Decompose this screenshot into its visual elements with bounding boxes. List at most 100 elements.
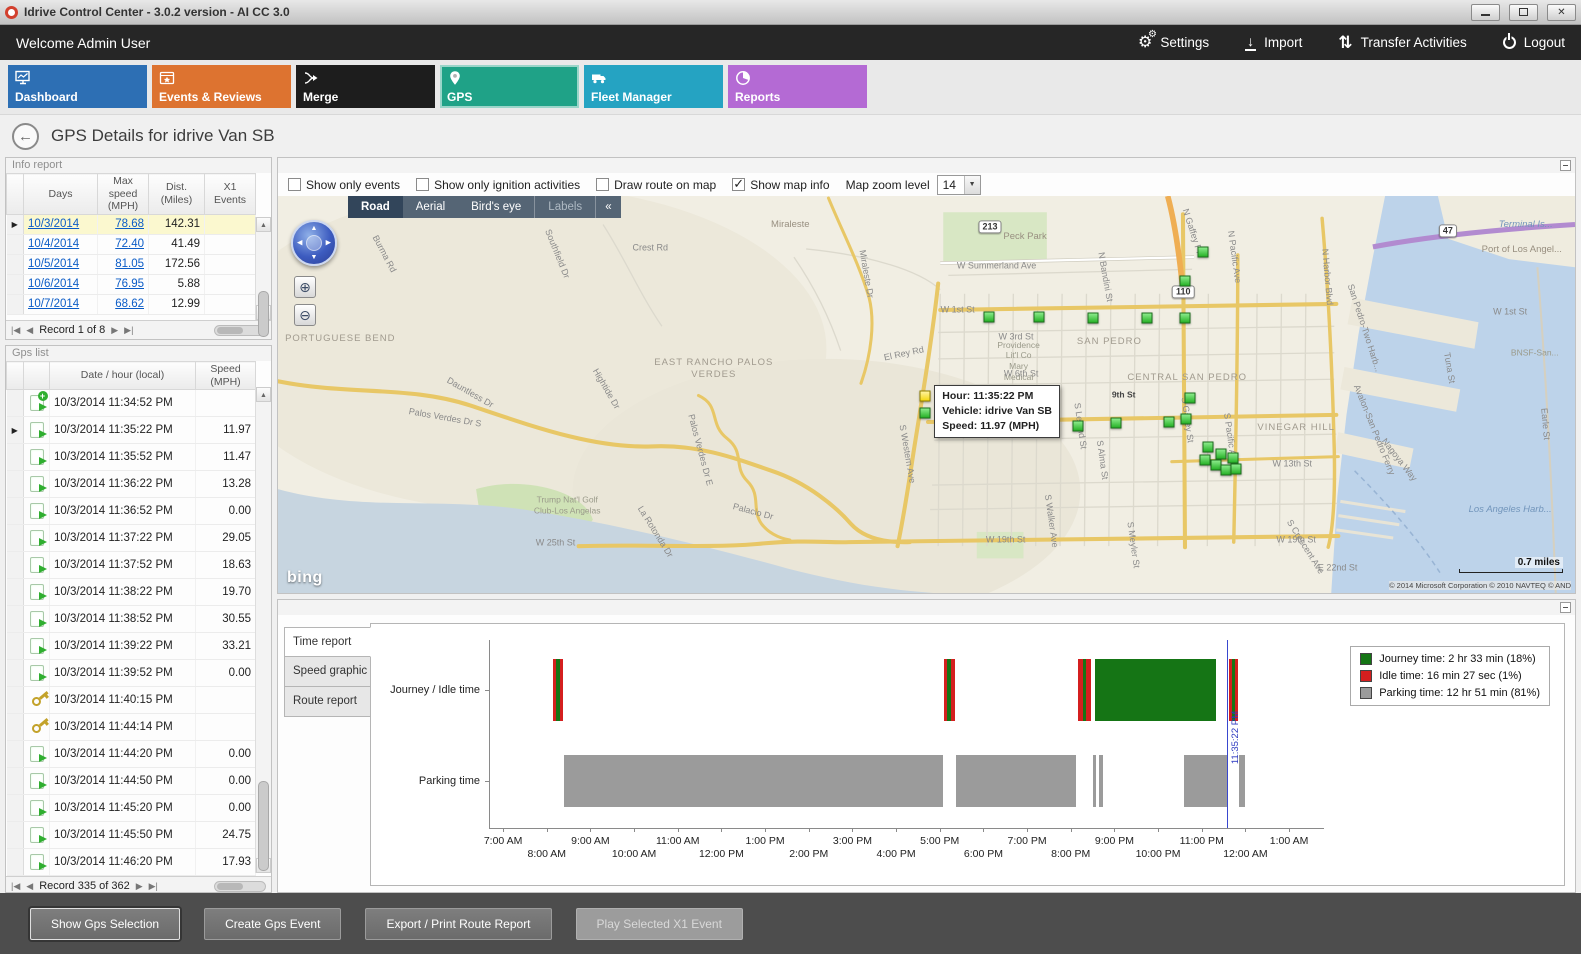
gps-list-row[interactable]: 10/3/2014 11:45:20 PM 0.00 xyxy=(6,794,256,823)
info-column-header[interactable]: X1 Events xyxy=(204,173,256,215)
gps-column-header[interactable]: Speed (MPH) xyxy=(195,360,256,391)
gps-marker[interactable] xyxy=(1033,311,1045,323)
gps-marker[interactable] xyxy=(1227,452,1239,464)
chart-collapse-button[interactable] xyxy=(1560,602,1571,613)
gps-marker[interactable] xyxy=(1072,420,1084,432)
pager-last-button[interactable]: ▶| xyxy=(124,324,134,335)
chart-tab-route-report[interactable]: Route report xyxy=(284,687,371,717)
gps-list-row[interactable]: 10/3/2014 11:39:22 PM 33.21 xyxy=(6,632,256,661)
gps-marker[interactable] xyxy=(1141,312,1153,324)
create-gps-event-button[interactable]: Create Gps Event xyxy=(204,907,342,940)
max-speed-link[interactable]: 78.68 xyxy=(115,218,144,231)
scroll-up-icon[interactable]: ▲ xyxy=(256,387,271,402)
max-speed-link[interactable]: 72.40 xyxy=(115,238,144,251)
gps-marker[interactable] xyxy=(1110,417,1122,429)
gps-marker[interactable] xyxy=(1197,246,1209,258)
map-collapse-button[interactable] xyxy=(1560,160,1571,171)
gps-marker[interactable] xyxy=(1179,312,1191,324)
module-tab-reports[interactable]: Reports xyxy=(728,65,867,108)
pager-first-button[interactable]: |◀ xyxy=(11,880,21,891)
gps-marker[interactable] xyxy=(1210,459,1222,471)
info-report-row[interactable]: 10/4/2014 72.40 41.49 xyxy=(6,234,256,255)
checkbox-show-only-events[interactable]: Show only events xyxy=(288,178,400,192)
pager-next-button[interactable]: ▶ xyxy=(135,880,143,891)
map-view-aerial[interactable]: Aerial xyxy=(415,201,446,213)
map-view-bird-s-eye[interactable]: Bird's eye xyxy=(471,201,522,213)
chart-tab-time-report[interactable]: Time report xyxy=(284,627,371,657)
gps-list-row[interactable]: 10/3/2014 11:36:52 PM 0.00 xyxy=(6,497,256,526)
pager-prev-button[interactable]: ◀ xyxy=(26,880,34,891)
day-link[interactable]: 10/4/2014 xyxy=(28,238,80,251)
map-zoom-in-button[interactable]: ⊕ xyxy=(294,276,316,298)
max-speed-link[interactable]: 76.95 xyxy=(115,278,144,291)
day-link[interactable]: 10/6/2014 xyxy=(28,278,80,291)
gps-list-scrollbar[interactable]: ▲ ▼ xyxy=(255,387,271,873)
gps-list-row[interactable]: ▶ 10/3/2014 11:35:22 PM 11.97 xyxy=(6,416,256,445)
max-speed-link[interactable]: 81.05 xyxy=(115,258,144,271)
gps-list-row[interactable]: 10/3/2014 11:45:50 PM 24.75 xyxy=(6,821,256,850)
gps-list-row[interactable]: 10/3/2014 11:44:50 PM 0.00 xyxy=(6,767,256,796)
day-link[interactable]: 10/5/2014 xyxy=(28,258,80,271)
info-column-header[interactable]: Dist. (Miles) xyxy=(148,173,205,215)
pager-first-button[interactable]: |◀ xyxy=(11,324,21,335)
checkbox-show-only-ignition-activities[interactable]: Show only ignition activities xyxy=(416,178,580,192)
gps-list-row[interactable]: 10/3/2014 11:46:20 PM 17.93 xyxy=(6,848,256,877)
gps-marker[interactable] xyxy=(1184,392,1196,404)
scroll-thumb[interactable] xyxy=(258,291,269,337)
info-report-row[interactable]: 10/5/2014 81.05 172.56 xyxy=(6,254,256,275)
transfer-activities-button[interactable]: ⇅ Transfer Activities xyxy=(1338,34,1466,51)
settings-button[interactable]: ⚙ ⚙ Settings xyxy=(1138,29,1209,51)
day-link[interactable]: 10/3/2014 xyxy=(28,218,80,231)
gps-list-row[interactable]: 10/3/2014 11:40:15 PM xyxy=(6,686,256,715)
close-button[interactable]: ✕ xyxy=(1547,3,1576,21)
import-button[interactable]: ↓ Import xyxy=(1245,34,1302,51)
gps-list-row[interactable]: 10/3/2014 11:44:20 PM 0.00 xyxy=(6,740,256,769)
info-report-row[interactable]: 10/7/2014 68.62 12.99 xyxy=(6,294,256,315)
maximize-button[interactable] xyxy=(1509,3,1538,21)
module-tab-merge[interactable]: Merge xyxy=(296,65,435,108)
gps-marker[interactable] xyxy=(1202,441,1214,452)
scroll-thumb[interactable] xyxy=(258,781,269,871)
gps-list-row[interactable]: 10/3/2014 11:37:52 PM 18.63 xyxy=(6,551,256,580)
gps-marker[interactable] xyxy=(919,407,931,419)
info-report-scrollbar[interactable]: ▲ ▼ xyxy=(255,217,271,337)
gps-marker[interactable] xyxy=(1230,463,1242,475)
gps-column-header[interactable]: Date / hour (local) xyxy=(49,360,196,391)
module-tab-events[interactable]: Events & Reviews xyxy=(152,65,291,108)
gps-marker[interactable] xyxy=(1199,454,1211,466)
map-compass-control[interactable]: ▲ ▼ ◀ ▶ xyxy=(291,220,337,266)
gps-marker[interactable] xyxy=(983,311,995,323)
pager-prev-button[interactable]: ◀ xyxy=(26,324,34,335)
gps-list-row[interactable]: 10/3/2014 11:39:52 PM 0.00 xyxy=(6,659,256,688)
minimize-button[interactable] xyxy=(1471,3,1500,21)
scroll-up-icon[interactable]: ▲ xyxy=(256,217,271,232)
module-tab-gps[interactable]: GPS xyxy=(440,65,579,108)
info-report-row[interactable]: ▶ 10/3/2014 78.68 142.31 xyxy=(6,214,256,235)
max-speed-link[interactable]: 68.62 xyxy=(115,298,144,311)
map-canvas[interactable]: Miraleste Peck Park W Summerland Ave Crest … xyxy=(278,196,1575,593)
checkbox-show-map-info[interactable]: Show map info xyxy=(732,176,830,192)
gps-list-row[interactable]: 10/3/2014 11:36:22 PM 13.28 xyxy=(6,470,256,499)
chart-tab-speed-graphic[interactable]: Speed graphic xyxy=(284,657,371,687)
day-link[interactable]: 10/7/2014 xyxy=(28,298,80,311)
gps-marker-selected[interactable] xyxy=(919,390,931,402)
info-column-header[interactable]: Max speed (MPH) xyxy=(97,173,149,215)
gps-marker[interactable] xyxy=(1220,464,1232,476)
gps-list-row[interactable]: 10/3/2014 11:34:52 PM xyxy=(6,389,256,418)
map-view-road[interactable]: Road xyxy=(348,196,403,218)
gps-marker[interactable] xyxy=(1179,275,1191,287)
info-column-header[interactable]: Days xyxy=(23,173,98,215)
gps-marker[interactable] xyxy=(1180,413,1192,425)
gps-marker[interactable] xyxy=(1087,312,1099,324)
module-tab-dashboard[interactable]: Dashboard xyxy=(8,65,147,108)
info-report-row[interactable]: 10/6/2014 76.95 5.88 xyxy=(6,274,256,295)
pager-last-button[interactable]: ▶| xyxy=(148,880,158,891)
export-print-route-report-button[interactable]: Export / Print Route Report xyxy=(365,907,552,940)
logout-button[interactable]: Logout xyxy=(1502,35,1565,50)
show-gps-selection-button[interactable]: Show Gps Selection xyxy=(30,907,181,940)
map-zoom-out-button[interactable]: ⊖ xyxy=(294,304,316,326)
gps-list-row[interactable]: 10/3/2014 11:44:14 PM xyxy=(6,713,256,742)
back-button[interactable]: ← xyxy=(12,122,39,150)
map-view-labels[interactable]: Labels xyxy=(534,196,595,218)
pager-scrollbar[interactable] xyxy=(214,880,266,892)
